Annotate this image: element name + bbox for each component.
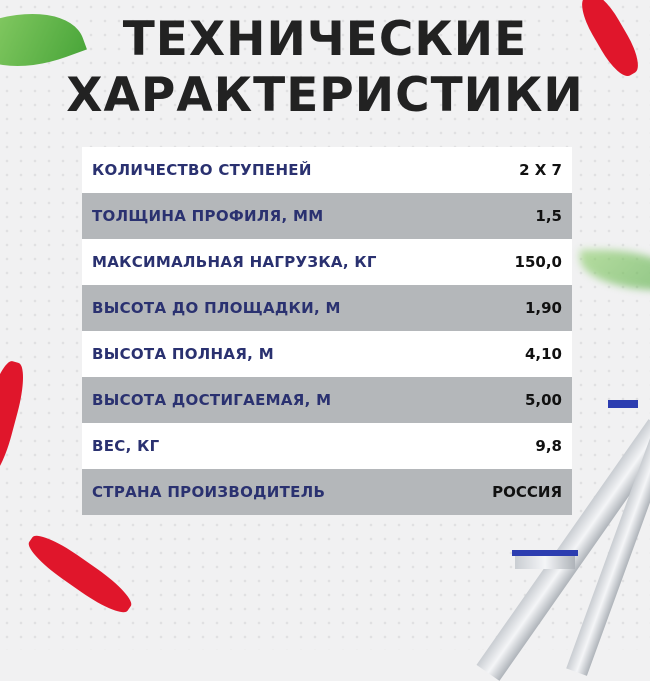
spec-label: ВЫСОТА ДОСТИГАЕМАЯ, М <box>92 391 332 409</box>
ladder-step <box>515 555 575 569</box>
page-title-line1: ТЕХНИЧЕСКИЕ <box>122 12 528 67</box>
page-title-line2: ХАРАКТЕРИСТИКИ <box>66 68 584 123</box>
spec-value: 2 Х 7 <box>519 161 562 179</box>
spec-label: КОЛИЧЕСТВО СТУПЕНЕЙ <box>92 161 312 179</box>
spec-row: ВЫСОТА ПОЛНАЯ, М 4,10 <box>82 331 572 377</box>
spec-label: ТОЛЩИНА ПРОФИЛЯ, ММ <box>92 207 324 225</box>
spec-label: ВЕС, КГ <box>92 437 160 455</box>
spec-row: МАКСИМАЛЬНАЯ НАГРУЗКА, КГ 150,0 <box>82 239 572 285</box>
spec-label: СТРАНА ПРОИЗВОДИТЕЛЬ <box>92 483 326 501</box>
spec-row: ВЫСОТА ДО ПЛОЩАДКИ, М 1,90 <box>82 285 572 331</box>
spec-value: 1,5 <box>535 207 562 225</box>
specs-table: КОЛИЧЕСТВО СТУПЕНЕЙ 2 Х 7 ТОЛЩИНА ПРОФИЛЯ… <box>82 147 572 515</box>
spec-value: 5,00 <box>524 391 562 409</box>
spec-value: РОССИЯ <box>492 483 562 501</box>
spec-value: 4,10 <box>524 345 562 363</box>
ladder-cap <box>608 400 638 408</box>
spec-value: 9,8 <box>535 437 562 455</box>
ladder-cap <box>512 550 578 556</box>
spec-row: ВЫСОТА ДОСТИГАЕМАЯ, М 5,00 <box>82 377 572 423</box>
spec-row: ВЕС, КГ 9,8 <box>82 423 572 469</box>
spec-row: КОЛИЧЕСТВО СТУПЕНЕЙ 2 Х 7 <box>82 147 572 193</box>
spec-value: 1,90 <box>524 299 562 317</box>
spec-row: ТОЛЩИНА ПРОФИЛЯ, ММ 1,5 <box>82 193 572 239</box>
spec-label: ВЫСОТА ПОЛНАЯ, М <box>92 345 274 363</box>
spec-row: СТРАНА ПРОИЗВОДИТЕЛЬ РОССИЯ <box>82 469 572 515</box>
spec-label: МАКСИМАЛЬНАЯ НАГРУЗКА, КГ <box>92 253 377 271</box>
spec-value: 150,0 <box>514 253 562 271</box>
spec-label: ВЫСОТА ДО ПЛОЩАДКИ, М <box>92 299 341 317</box>
